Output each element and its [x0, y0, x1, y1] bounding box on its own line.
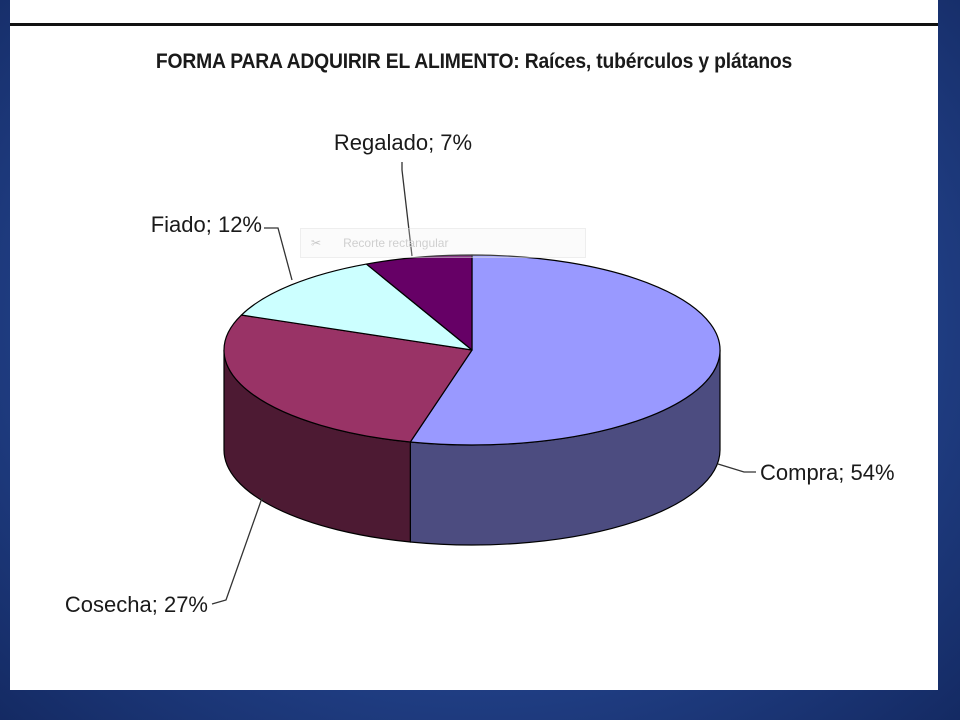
leader-line-compra — [717, 463, 756, 473]
pie-slice-fiado — [240, 263, 473, 351]
pie-slice-compra — [409, 254, 721, 446]
data-label-regalado: Regalado; 7% — [334, 130, 472, 155]
data-label-cosecha: Cosecha; 27% — [65, 592, 208, 617]
pie-slice-cosecha — [223, 314, 473, 443]
scissors-icon: ✂ — [311, 236, 322, 250]
snip-tool-overlay: ✂ Recorte rectangular — [300, 228, 586, 258]
pie-slice-regalado — [365, 254, 473, 351]
chart-title: FORMA PARA ADQUIRIR EL ALIMENTO: Raíces,… — [155, 50, 793, 73]
data-label-fiado: Fiado; 12% — [151, 212, 262, 237]
top-rule — [10, 23, 938, 26]
leader-line-regalado — [401, 162, 413, 257]
leader-line-fiado — [264, 227, 293, 281]
leader-line-cosecha — [211, 497, 263, 605]
snip-tool-label: Recorte rectangular — [343, 236, 449, 250]
data-label-compra: Compra; 54% — [760, 460, 895, 485]
